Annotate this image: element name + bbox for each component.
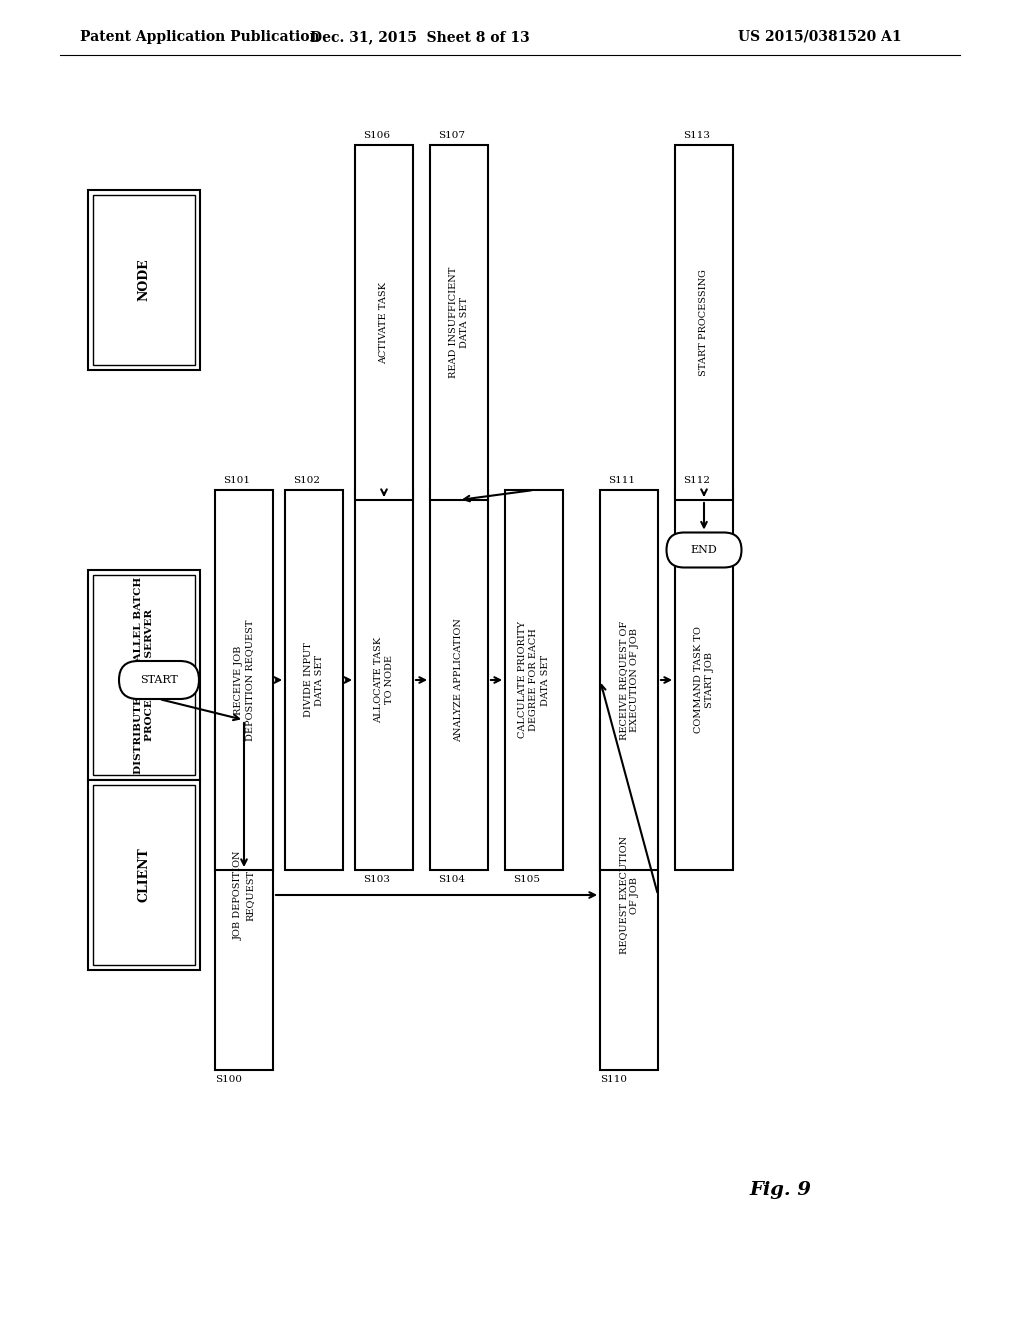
Text: CLIENT: CLIENT: [137, 847, 151, 903]
Text: DIVIDE INPUT
DATA SET: DIVIDE INPUT DATA SET: [304, 643, 324, 718]
Text: S102: S102: [293, 477, 319, 484]
Text: COMMAND TASK TO
START JOB: COMMAND TASK TO START JOB: [694, 627, 714, 734]
Bar: [600, 490, 658, 870]
Text: ALLOCATE TASK
TO NODE: ALLOCATE TASK TO NODE: [374, 638, 394, 723]
Bar: [93, 576, 195, 775]
Text: JOB DEPOSITION
REQUEST: JOB DEPOSITION REQUEST: [233, 850, 254, 940]
Bar: [430, 145, 488, 500]
Text: NODE: NODE: [137, 259, 151, 301]
Bar: [285, 490, 343, 870]
Text: S111: S111: [608, 477, 635, 484]
Text: S107: S107: [438, 131, 465, 140]
Text: Fig. 9: Fig. 9: [749, 1181, 811, 1199]
Text: RECEIVE JOB
DEPOSITION REQUEST: RECEIVE JOB DEPOSITION REQUEST: [233, 619, 254, 741]
Bar: [355, 145, 413, 500]
Bar: [88, 780, 200, 970]
Text: REQUEST EXECUTION
OF JOB: REQUEST EXECUTION OF JOB: [618, 836, 639, 954]
Bar: [88, 190, 200, 370]
Text: S100: S100: [215, 1074, 242, 1084]
Text: Dec. 31, 2015  Sheet 8 of 13: Dec. 31, 2015 Sheet 8 of 13: [310, 30, 529, 44]
Text: Patent Application Publication: Patent Application Publication: [80, 30, 319, 44]
Text: START PROCESSING: START PROCESSING: [699, 269, 709, 376]
Text: S103: S103: [362, 875, 390, 884]
Bar: [215, 490, 273, 870]
Bar: [430, 490, 488, 870]
Bar: [505, 490, 563, 870]
Text: RECEIVE REQUEST OF
EXECUTION OF JOB: RECEIVE REQUEST OF EXECUTION OF JOB: [618, 620, 639, 739]
Text: S104: S104: [438, 875, 465, 884]
Text: ANALYZE APPLICATION: ANALYZE APPLICATION: [455, 618, 464, 742]
Bar: [675, 490, 733, 870]
Text: READ INSUFFICIENT
DATA SET: READ INSUFFICIENT DATA SET: [449, 267, 469, 379]
Bar: [93, 785, 195, 965]
Text: START: START: [140, 675, 178, 685]
Text: S106: S106: [362, 131, 390, 140]
Bar: [675, 145, 733, 500]
Text: S112: S112: [683, 477, 710, 484]
Bar: [215, 719, 273, 1071]
Text: DISTRIBUTED PARALLEL BATCH
PROCESSING SERVER: DISTRIBUTED PARALLEL BATCH PROCESSING SE…: [133, 577, 155, 774]
Bar: [88, 570, 200, 780]
Text: S110: S110: [600, 1074, 627, 1084]
Text: CALCULATE PRIORITY
DEGREE FOR EACH
DATA SET: CALCULATE PRIORITY DEGREE FOR EACH DATA …: [518, 622, 550, 738]
Bar: [355, 490, 413, 870]
Bar: [600, 719, 658, 1071]
Text: END: END: [690, 545, 718, 554]
Text: ACTIVATE TASK: ACTIVATE TASK: [380, 281, 388, 363]
Text: S113: S113: [683, 131, 710, 140]
FancyBboxPatch shape: [667, 532, 741, 568]
Text: S105: S105: [513, 875, 540, 884]
FancyBboxPatch shape: [119, 661, 199, 700]
Bar: [93, 195, 195, 366]
Text: US 2015/0381520 A1: US 2015/0381520 A1: [738, 30, 902, 44]
Text: S101: S101: [223, 477, 250, 484]
